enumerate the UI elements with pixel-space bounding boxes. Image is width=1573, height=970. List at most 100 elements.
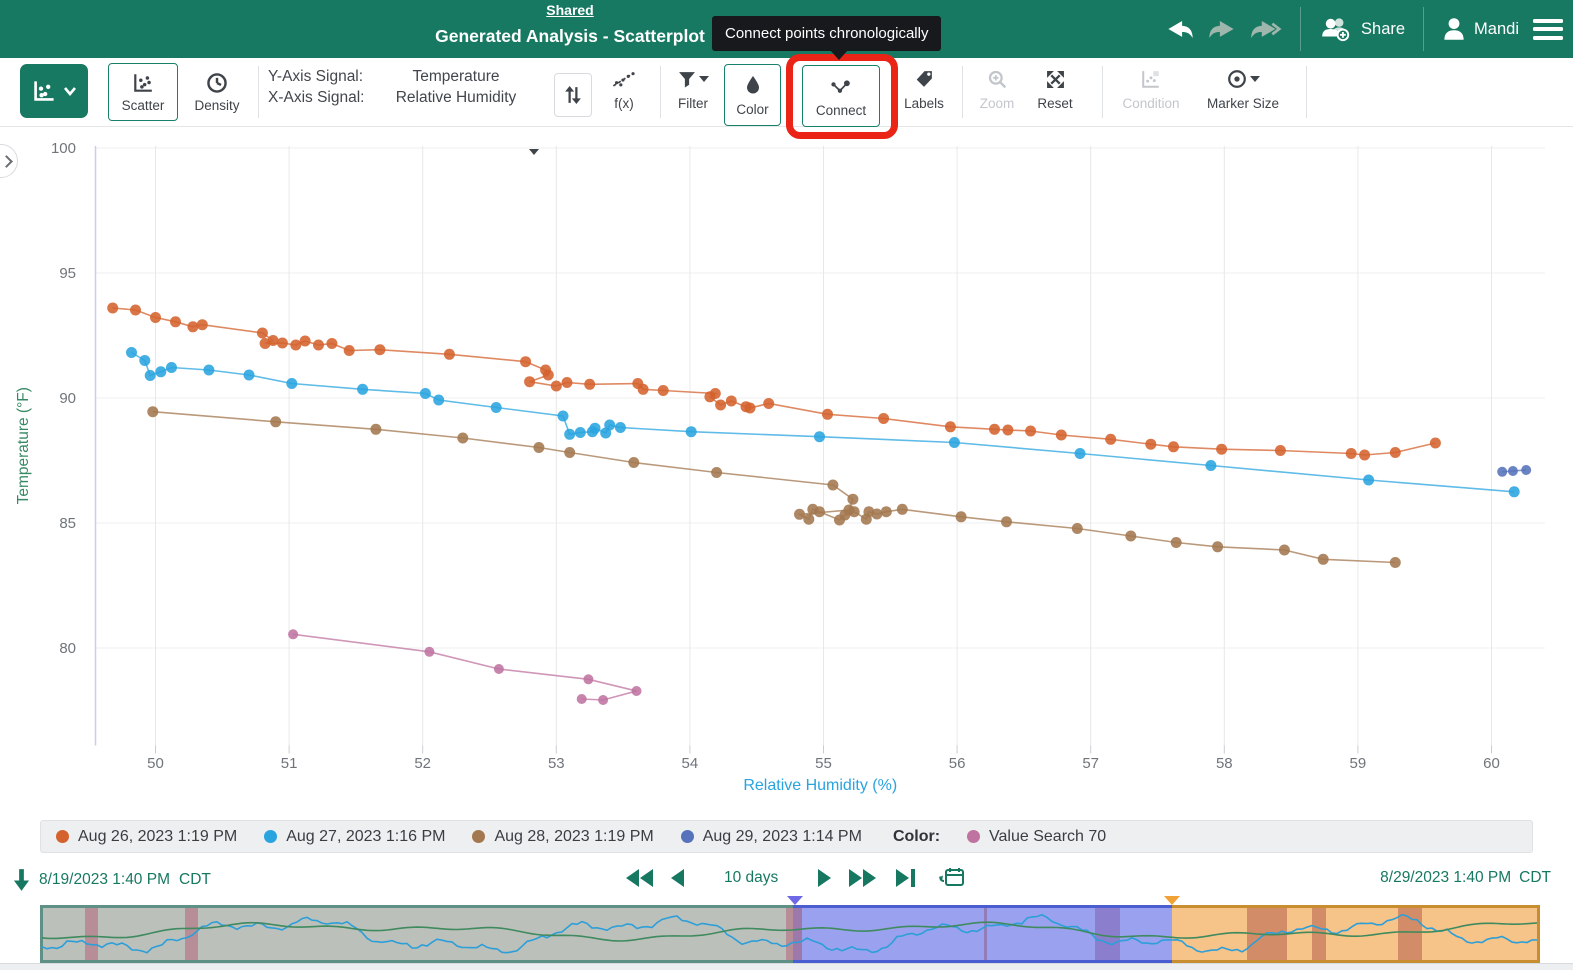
data-point (1508, 486, 1520, 498)
shared-link[interactable]: Shared (546, 2, 594, 18)
header-divider (1423, 7, 1425, 51)
x-tick-label: 56 (949, 755, 966, 772)
redo-all-icon[interactable] (1250, 20, 1282, 39)
timeline-strip[interactable] (40, 896, 1540, 963)
labels-label: Labels (904, 96, 944, 111)
data-point (814, 506, 825, 518)
step-back-full-button[interactable] (626, 868, 653, 887)
toolbar: Scatter Density Y-Axis Signal: Temperatu… (0, 58, 1573, 155)
condition-band (85, 908, 99, 960)
labels-button[interactable]: Labels (896, 67, 952, 111)
legend-label: Aug 29, 2023 1:14 PM (702, 827, 862, 845)
step-back-half-button[interactable] (671, 868, 684, 887)
hamburger-menu-icon[interactable] (1533, 18, 1563, 40)
connect-button[interactable]: Connect (802, 65, 880, 127)
chevron-down-icon (64, 87, 76, 96)
data-point (419, 388, 431, 399)
data-point (814, 431, 825, 443)
data-point (725, 395, 737, 407)
range-end-date[interactable]: 8/29/2023 1:40 PM (1380, 869, 1512, 886)
marker-size-icon (1227, 70, 1246, 88)
scatter-plot-area[interactable]: 80 85 90 95 100 50 51 52 53 54 55 56 57 58 59 60 Tempera… (0, 126, 1573, 816)
fx-button[interactable]: f(x) (600, 67, 648, 111)
data-point (370, 423, 382, 435)
timeline-marker[interactable] (786, 896, 803, 905)
condition-band (1312, 908, 1326, 960)
redo-icon[interactable] (1208, 20, 1236, 39)
preview-line (41, 921, 1538, 942)
legend-item: Aug 28, 2023 1:19 PM (472, 828, 654, 846)
step-to-end-button[interactable] (896, 868, 916, 887)
range-end-tz: CDT (1519, 869, 1551, 886)
data-point (1055, 429, 1067, 441)
data-point (433, 394, 445, 406)
reset-button[interactable]: Reset (1028, 67, 1082, 111)
axis-signal-dropdown-icon[interactable] (529, 142, 539, 160)
condition-button: Condition (1118, 67, 1184, 111)
timeline-region-outside-range[interactable] (40, 905, 793, 963)
legend-item: Aug 29, 2023 1:14 PM (680, 827, 862, 846)
update-range-button[interactable] (939, 866, 965, 889)
data-point (1001, 516, 1012, 528)
down-arrow-icon[interactable] (13, 867, 30, 893)
range-start-date[interactable]: 8/19/2023 1:40 PM (39, 871, 170, 888)
zoom-label: Zoom (979, 96, 1015, 111)
condition-band (1397, 908, 1422, 960)
y-tick-label: 85 (59, 515, 76, 532)
swap-axes-button[interactable] (554, 73, 592, 117)
calendar-refresh-icon (939, 868, 965, 886)
step-forward-full-button[interactable] (849, 868, 877, 887)
x-axis-signal-value[interactable]: Relative Humidity (395, 89, 517, 106)
x-tick-label: 50 (147, 755, 164, 772)
series-line (292, 633, 637, 701)
share-button[interactable]: Share (1319, 16, 1405, 42)
data-point (1278, 544, 1290, 556)
data-point (493, 664, 504, 674)
data-point (1363, 474, 1375, 486)
density-label: Density (194, 97, 240, 113)
chart-type-dropdown[interactable] (20, 64, 88, 118)
data-point (374, 344, 386, 356)
data-point (803, 513, 815, 525)
y-axis-signal-value[interactable]: Temperature (412, 68, 500, 85)
data-point (584, 378, 596, 390)
data-point (256, 327, 268, 339)
undo-icon[interactable] (1166, 20, 1194, 39)
user-menu[interactable]: Mandi (1442, 17, 1519, 41)
filter-button[interactable]: Filter (666, 67, 720, 111)
timeline-region-display-range-orange[interactable] (1172, 905, 1540, 963)
series-aug-29-2023-1-14-pm (1497, 465, 1532, 477)
data-point (1071, 523, 1083, 534)
data-point (704, 391, 716, 403)
y-tick-label: 80 (59, 640, 76, 657)
step-forward-half-button[interactable] (818, 868, 832, 887)
series-aug-27-2023-1-16-pm (126, 347, 1520, 498)
marker-size-label: Marker Size (1206, 96, 1279, 111)
data-point (637, 383, 649, 395)
y-tick-label: 95 (59, 265, 76, 282)
legend-dot (967, 830, 981, 843)
scatter-plot-svg[interactable]: 80 85 90 95 100 50 51 52 53 54 55 56 57 58 59 60 Tempera… (0, 126, 1573, 816)
color-button[interactable]: Color (724, 64, 781, 126)
reset-label: Reset (1037, 96, 1073, 111)
series-aug-28-2023-1-19-pm (147, 406, 1401, 568)
data-point (1205, 460, 1217, 471)
y-tick-label: 100 (51, 140, 76, 157)
series-aug-26-2023-1-19-pm (107, 302, 1441, 461)
tab-scatter[interactable]: Scatter (108, 63, 178, 121)
page-title: Generated Analysis - Scatterplot (435, 26, 705, 46)
timeline-marker[interactable] (1164, 896, 1181, 905)
funnel-icon (678, 71, 695, 87)
legend-item: Value Search 70 (967, 828, 1106, 846)
tab-density[interactable]: Density (184, 63, 250, 121)
range-step-controls: 10 days (626, 866, 965, 889)
series-value-search-70 (288, 629, 642, 705)
toolbar-divider (660, 66, 661, 118)
duration-label[interactable]: 10 days (724, 868, 779, 886)
data-point (871, 508, 883, 520)
data-point (561, 377, 573, 388)
marker-size-button[interactable]: Marker Size (1196, 67, 1290, 111)
data-point (1389, 447, 1401, 458)
chevron-down-icon (698, 76, 709, 82)
data-point (564, 447, 576, 458)
